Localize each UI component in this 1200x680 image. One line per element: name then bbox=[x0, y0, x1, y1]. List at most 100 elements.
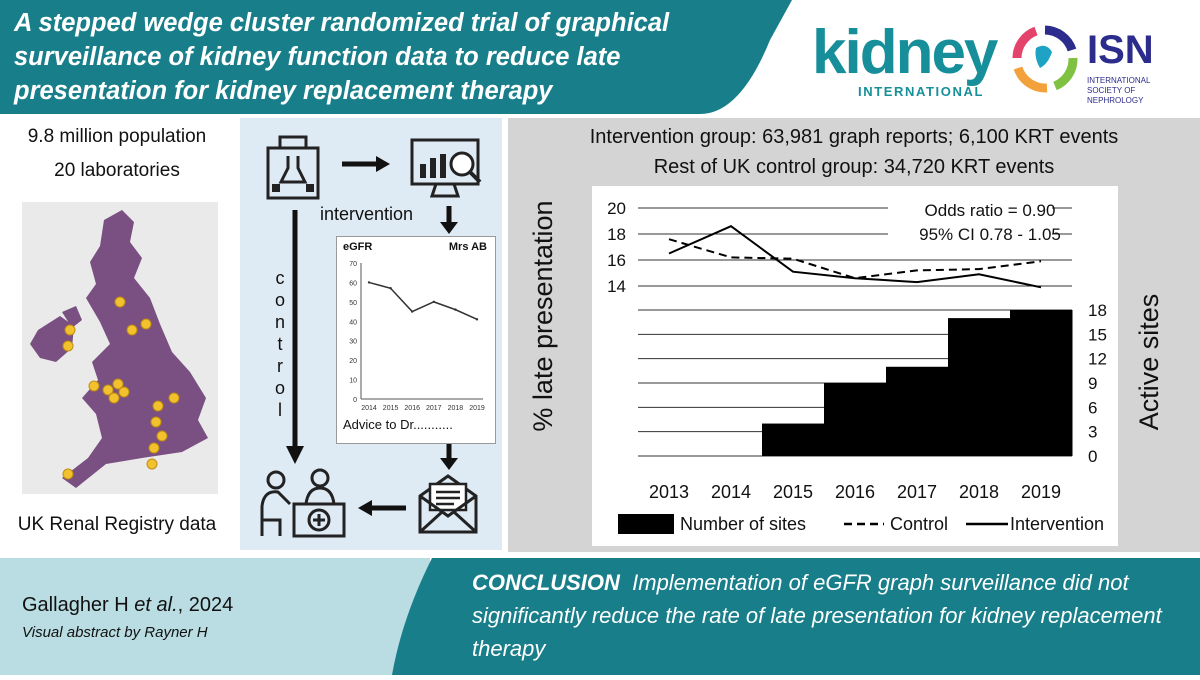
odds-ratio-text: Odds ratio = 0.90 bbox=[925, 201, 1056, 220]
control-series-line bbox=[668, 238, 1042, 280]
isn-logo: ISN INTERNATIONAL SOCIETY OF NEPHROLOGY bbox=[1010, 24, 1190, 105]
egfr-point bbox=[367, 281, 371, 284]
y-tick-label: 18 bbox=[607, 225, 626, 244]
x-tick-label: 2016 bbox=[835, 482, 875, 502]
egfr-y-tick: 10 bbox=[349, 378, 357, 385]
y-tick-label: 20 bbox=[607, 199, 626, 218]
envelope-icon bbox=[418, 474, 478, 534]
isn-subtitle: INTERNATIONAL SOCIETY OF NEPHROLOGY bbox=[1087, 76, 1151, 105]
sites-bar bbox=[824, 383, 887, 456]
egfr-y-tick: 70 bbox=[349, 261, 357, 268]
y2-tick-label: 0 bbox=[1088, 447, 1097, 466]
control-label-text: control bbox=[270, 268, 290, 422]
uk-map bbox=[22, 202, 218, 494]
x-tick-label: 2013 bbox=[649, 482, 689, 502]
header-band bbox=[0, 0, 792, 114]
conclusion-label: CONCLUSION bbox=[472, 570, 620, 595]
y2-tick-label: 9 bbox=[1088, 374, 1097, 393]
citation: Gallagher H et al., 2024 bbox=[22, 594, 233, 617]
sites-bar bbox=[762, 423, 825, 456]
monitor-chart-icon bbox=[410, 138, 482, 198]
intervention-label: intervention bbox=[320, 204, 414, 224]
egfr-y-tick: 50 bbox=[349, 300, 357, 307]
isn-globe-icon bbox=[1012, 25, 1078, 93]
egfr-y-tick: 20 bbox=[349, 358, 357, 365]
doctor-consult-icon bbox=[260, 468, 346, 538]
y-axis-label-text: % late presentation bbox=[528, 200, 558, 432]
visual-abstract-credit: Visual abstract by Rayner H bbox=[22, 624, 208, 641]
egfr-x-tick: 2014 bbox=[361, 405, 377, 412]
egfr-line bbox=[368, 281, 478, 321]
control-summary: Rest of UK control group: 34,720 KRT eve… bbox=[653, 156, 1055, 178]
egfr-y-tick: 40 bbox=[349, 319, 357, 326]
population-panel: 9.8 million population 20 laboratories bbox=[0, 118, 234, 550]
egfr-title: eGFR bbox=[343, 241, 373, 253]
sites-bar bbox=[1010, 310, 1073, 456]
x-tick-label: 2018 bbox=[959, 482, 999, 502]
y-tick-label: 14 bbox=[607, 277, 626, 296]
x-tick-label: 2015 bbox=[773, 482, 813, 502]
egfr-point bbox=[411, 310, 414, 313]
legend-sites-swatch bbox=[618, 514, 674, 534]
y2-axis-label: Active sites bbox=[1134, 272, 1168, 452]
logo-subtitle: INTERNATIONAL bbox=[858, 84, 984, 99]
egfr-x-tick: 2016 bbox=[404, 405, 420, 412]
patient-name: Mrs AB bbox=[448, 241, 487, 253]
arrow-right-icon bbox=[342, 156, 390, 172]
kidney-international-logo: kidney INTERNATIONAL bbox=[812, 22, 998, 102]
population-text: 9.8 million population bbox=[27, 126, 207, 147]
uk-map-icon bbox=[30, 210, 208, 488]
conclusion: CONCLUSION Implementation of eGFR graph … bbox=[472, 566, 1192, 665]
egfr-point bbox=[454, 308, 457, 311]
control-arrow-icon bbox=[286, 210, 304, 464]
laboratories-text: 20 laboratories bbox=[54, 160, 180, 181]
egfr-y-tick: 60 bbox=[349, 280, 357, 287]
egfr-point bbox=[475, 318, 479, 321]
legend-sites-label: Number of sites bbox=[680, 514, 806, 534]
arrow-down-icon bbox=[440, 206, 458, 234]
x-tick-label: 2014 bbox=[711, 482, 751, 502]
advice-text: Advice to Dr........... bbox=[343, 417, 453, 432]
egfr-y-tick: 0 bbox=[353, 397, 357, 404]
citation-author: Gallagher H bbox=[22, 594, 129, 616]
y-axis-label: % late presentation bbox=[528, 186, 562, 446]
citation-etal: et al. bbox=[134, 594, 178, 616]
egfr-point bbox=[389, 287, 392, 290]
registry-source: UK Renal Registry data bbox=[17, 514, 217, 535]
page-title: A stepped wedge cluster randomized trial… bbox=[14, 9, 670, 105]
egfr-point bbox=[432, 300, 435, 304]
egfr-x-tick: 2015 bbox=[383, 405, 399, 412]
egfr-x-tick: 2018 bbox=[448, 405, 464, 412]
x-tick-label: 2019 bbox=[1021, 482, 1061, 502]
y2-tick-label: 15 bbox=[1088, 325, 1107, 344]
control-label: control bbox=[270, 268, 290, 422]
intervention-summary: Intervention group: 63,981 graph reports… bbox=[589, 126, 1119, 148]
y2-tick-label: 6 bbox=[1088, 398, 1097, 417]
y2-axis-label-text: Active sites bbox=[1134, 293, 1164, 431]
isn-word: ISN bbox=[1087, 28, 1154, 72]
citation-year: , 2024 bbox=[177, 594, 234, 616]
citation-band bbox=[0, 558, 430, 675]
x-tick-label: 2017 bbox=[897, 482, 937, 502]
legend-control-label: Control bbox=[890, 514, 948, 534]
y-tick-label: 16 bbox=[607, 251, 626, 270]
y2-tick-label: 18 bbox=[1088, 301, 1107, 320]
y2-tick-label: 12 bbox=[1088, 350, 1107, 369]
flow-panel: intervention control eGFR Mrs AB 70 60 50 4… bbox=[240, 118, 502, 550]
odds-ratio-box bbox=[888, 194, 1052, 246]
results-chart: 20 18 16 14 18 15 12 9 6 3 0 2013 2014 2015 2016 2017 20… bbox=[592, 186, 1118, 546]
egfr-x-tick: 2017 bbox=[426, 405, 442, 412]
laboratory-icon bbox=[266, 135, 320, 200]
arrow-left-icon bbox=[358, 500, 406, 516]
egfr-x-tick: 2019 bbox=[469, 405, 485, 412]
results-panel: Intervention group: 63,981 graph reports… bbox=[508, 118, 1200, 552]
conclusion-band bbox=[392, 558, 1200, 675]
legend-intervention-label: Intervention bbox=[1010, 514, 1104, 534]
confidence-interval-text: 95% CI 0.78 - 1.05 bbox=[919, 225, 1061, 244]
intervention-series-line bbox=[668, 225, 1042, 289]
y2-tick-label: 3 bbox=[1088, 423, 1097, 442]
sites-bar bbox=[948, 318, 1011, 456]
egfr-y-tick: 30 bbox=[349, 339, 357, 346]
egfr-graph-card: eGFR Mrs AB 70 60 50 40 30 20 10 0 2014 2015 2016 2… bbox=[336, 236, 496, 444]
